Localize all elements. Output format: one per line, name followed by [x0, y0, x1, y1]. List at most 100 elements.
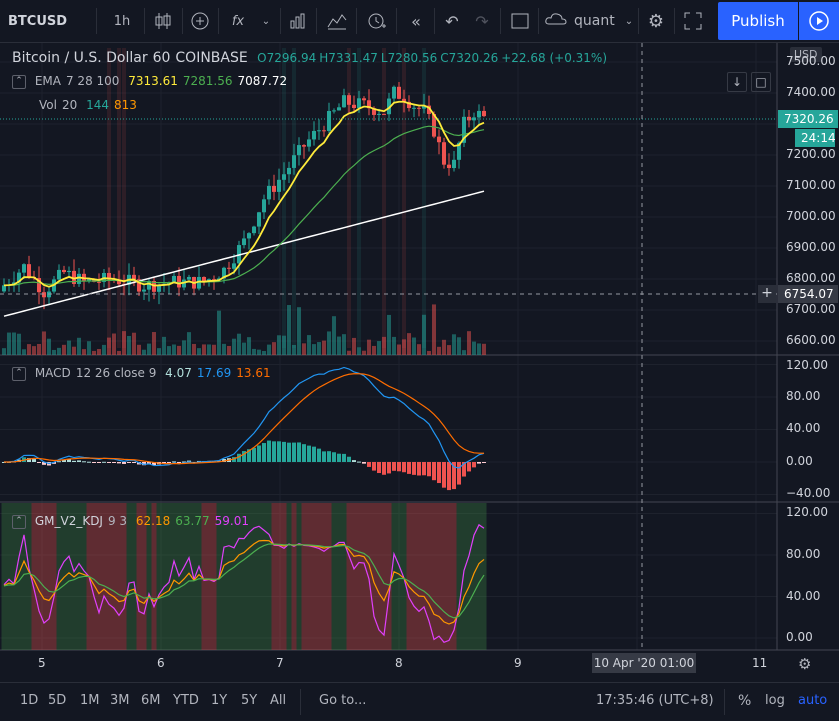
- range-button-6m[interactable]: 6M: [141, 693, 161, 708]
- indicators-dropdown-icon[interactable]: ⌄: [261, 15, 271, 27]
- toolbar-divider: [316, 8, 317, 34]
- collapse-icon[interactable]: ⌃: [12, 74, 26, 89]
- ema-legend[interactable]: ⌃ EMA 7 28 100 7313.61 7281.56 7087.72: [12, 74, 292, 89]
- macd-histogram-bar: [192, 461, 196, 463]
- range-button-all[interactable]: All: [270, 693, 287, 708]
- play-icon[interactable]: [799, 2, 839, 40]
- macd-histogram-bar: [237, 453, 241, 462]
- range-button-ytd[interactable]: YTD: [173, 693, 199, 708]
- macd-tick-label: 0.00: [786, 454, 813, 468]
- ema7-value: 7313.61: [128, 74, 178, 88]
- volume-bar: [217, 310, 221, 355]
- range-button-5d[interactable]: 5D: [48, 693, 67, 708]
- kdj-band: [201, 503, 207, 650]
- kdj-band: [6, 503, 12, 650]
- volume-bar: [112, 333, 116, 355]
- indicators-button[interactable]: fx: [224, 6, 252, 36]
- volume-bar: [7, 332, 11, 355]
- range-button-3m[interactable]: 3M: [110, 693, 130, 708]
- volume-bar: [187, 332, 191, 355]
- kdj-band: [211, 503, 217, 650]
- percent-toggle[interactable]: %: [738, 693, 752, 709]
- kdj-band: [106, 503, 112, 650]
- currency-label[interactable]: USD: [790, 47, 822, 62]
- kdj-params: 9 3: [107, 514, 128, 528]
- kdj-band: [111, 503, 117, 650]
- macd-histogram-bar: [337, 453, 341, 462]
- collapse-icon[interactable]: ⌃: [12, 366, 26, 381]
- range-button-1d[interactable]: 1D: [20, 693, 39, 708]
- auto-toggle[interactable]: auto: [798, 693, 828, 708]
- volume-bar: [142, 349, 146, 355]
- kdj-band: [51, 503, 57, 650]
- last-price-label: 7320.26: [778, 110, 838, 128]
- kdj-band: [416, 503, 422, 650]
- kdj-band: [426, 503, 432, 650]
- templates-icon[interactable]: [322, 6, 352, 36]
- candle-body: [42, 292, 46, 298]
- layout-selector[interactable]: quant ⌄: [544, 6, 640, 36]
- candle-body: [132, 274, 136, 280]
- kdj-band: [421, 503, 427, 650]
- chart-area[interactable]: [0, 43, 839, 681]
- compare-add-icon[interactable]: [186, 6, 214, 36]
- kdj-band: [346, 503, 352, 650]
- legend-interval: 60: [152, 50, 171, 66]
- candle-body: [427, 105, 431, 114]
- range-button-1y[interactable]: 1Y: [211, 693, 228, 708]
- kdj-band: [406, 503, 412, 650]
- kdj-legend[interactable]: ⌃ GM_V2_KDJ 9 3 62.18 63.77 59.01: [12, 514, 254, 529]
- collapse-icon[interactable]: ⌃: [12, 514, 26, 529]
- kdj-band: [91, 503, 97, 650]
- candle-body: [72, 270, 76, 284]
- volume-bar: [397, 344, 401, 355]
- macd-pane-plot: [2, 366, 486, 491]
- add-plus-icon[interactable]: +: [758, 285, 776, 303]
- kdj-band: [46, 503, 52, 650]
- volume-legend[interactable]: Vol 20 144 813: [39, 98, 142, 112]
- range-button-5y[interactable]: 5Y: [241, 693, 258, 708]
- candle-body: [237, 245, 241, 264]
- volume-bar: [102, 344, 106, 355]
- kdj-band: [186, 503, 192, 650]
- publish-button[interactable]: Publish: [718, 2, 798, 40]
- macd-histogram-bar: [82, 461, 86, 463]
- candle-body: [287, 167, 291, 175]
- expand-icon[interactable]: [678, 6, 708, 36]
- alert-clock-icon[interactable]: [362, 6, 392, 36]
- clock-display[interactable]: 17:35:46 (UTC+8): [596, 693, 714, 708]
- log-toggle[interactable]: log: [765, 693, 785, 708]
- maximize-pane-icon[interactable]: □: [751, 72, 771, 92]
- fx-icon: fx: [231, 13, 245, 29]
- macd-histogram-bar: [167, 462, 171, 464]
- volume-bar: [92, 350, 96, 355]
- settings-gear-icon[interactable]: ⚙: [647, 10, 665, 32]
- candles-style-icon[interactable]: [148, 6, 178, 36]
- redo-icon[interactable]: ↷: [475, 11, 489, 31]
- toolbar-divider: [356, 8, 357, 34]
- toolbar-divider: [538, 8, 539, 34]
- volume-bar: [147, 343, 151, 355]
- fullscreen-box-icon[interactable]: [506, 6, 534, 36]
- replay-icon[interactable]: «: [411, 11, 421, 31]
- macd-histogram-bar: [107, 462, 111, 463]
- range-button-1m[interactable]: 1M: [80, 693, 100, 708]
- macd-histogram-bar: [122, 462, 126, 464]
- symbol-search[interactable]: BTCUSD: [8, 13, 68, 29]
- macd-histogram-bar: [457, 462, 461, 485]
- volume-bar: [322, 340, 326, 355]
- macd-histogram-bar: [447, 462, 451, 491]
- price-tick-label: 6800.00: [786, 271, 836, 285]
- axis-settings-gear-icon[interactable]: ⚙: [798, 655, 812, 673]
- go-to-button[interactable]: Go to...: [319, 693, 367, 708]
- volume-bar: [12, 332, 16, 355]
- volume-bar: [67, 340, 71, 355]
- candle-body: [262, 199, 266, 213]
- financials-icon[interactable]: [284, 6, 312, 36]
- scroll-down-icon[interactable]: ↓: [727, 72, 747, 92]
- kdj-band: [361, 503, 367, 650]
- candle-body: [482, 110, 486, 117]
- macd-legend[interactable]: ⌃ MACD 12 26 close 9 4.07 17.69 13.61: [12, 366, 276, 381]
- undo-icon[interactable]: ↶: [445, 11, 459, 31]
- interval-button[interactable]: 1h: [113, 13, 131, 29]
